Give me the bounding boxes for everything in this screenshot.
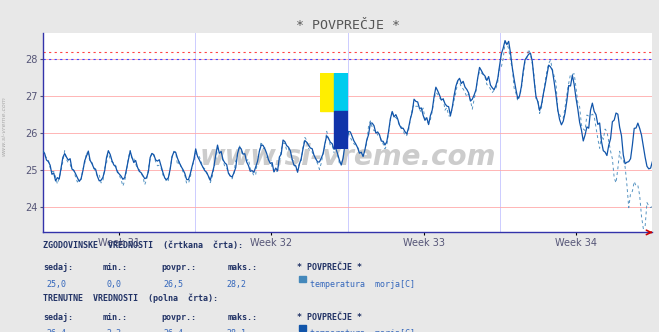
Text: www.si-vreme.com: www.si-vreme.com bbox=[200, 143, 496, 171]
Title: * POVPREČJE *: * POVPREČJE * bbox=[296, 19, 399, 32]
Text: 0,0: 0,0 bbox=[106, 280, 121, 289]
Text: 2,3: 2,3 bbox=[106, 329, 121, 332]
Text: maks.:: maks.: bbox=[227, 313, 258, 322]
Text: ZGODOVINSKE  VREDNOSTI  (črtkana  črta):: ZGODOVINSKE VREDNOSTI (črtkana črta): bbox=[43, 241, 243, 250]
Text: povpr.:: povpr.: bbox=[161, 313, 196, 322]
Bar bbox=[334, 111, 348, 149]
Text: 25,0: 25,0 bbox=[46, 280, 66, 289]
Text: sedaj:: sedaj: bbox=[43, 263, 73, 272]
Bar bbox=[334, 73, 348, 111]
Text: 26,4: 26,4 bbox=[46, 329, 66, 332]
Text: povpr.:: povpr.: bbox=[161, 263, 196, 272]
Text: 26,5: 26,5 bbox=[163, 280, 183, 289]
Text: maks.:: maks.: bbox=[227, 263, 258, 272]
Text: 26,4: 26,4 bbox=[163, 329, 183, 332]
Text: min.:: min.: bbox=[102, 263, 127, 272]
Text: 28,2: 28,2 bbox=[226, 280, 246, 289]
Text: * POVPREČJE *: * POVPREČJE * bbox=[297, 263, 362, 272]
Text: temperatura  morja[C]: temperatura morja[C] bbox=[310, 280, 415, 289]
Text: www.si-vreme.com: www.si-vreme.com bbox=[1, 96, 7, 156]
Text: temperatura  morja[C]: temperatura morja[C] bbox=[310, 329, 415, 332]
Bar bbox=[320, 73, 334, 111]
Text: 28,1: 28,1 bbox=[226, 329, 246, 332]
Text: min.:: min.: bbox=[102, 313, 127, 322]
Text: TRENUTNE  VREDNOSTI  (polna  črta):: TRENUTNE VREDNOSTI (polna črta): bbox=[43, 294, 218, 303]
Text: * POVPREČJE *: * POVPREČJE * bbox=[297, 313, 362, 322]
Text: sedaj:: sedaj: bbox=[43, 313, 73, 322]
